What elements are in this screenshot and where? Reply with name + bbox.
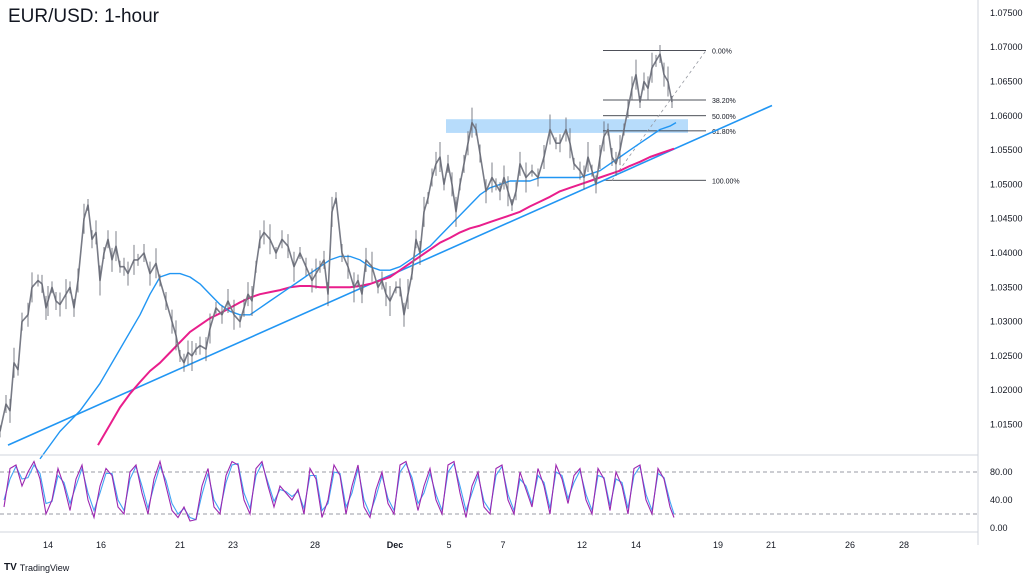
time-tick-label: 26 [845, 540, 855, 550]
oscillator-tick-label: 0.00 [990, 523, 1008, 533]
price-tick-label: 1.06500 [990, 76, 1023, 86]
fib-level-label: 100.00% [712, 178, 740, 185]
fast-moving-average-line [39, 121, 677, 460]
time-tick-label: 21 [175, 540, 185, 550]
price-tick-label: 1.01500 [990, 420, 1023, 430]
oscillator-tick-label: 40.00 [990, 495, 1013, 505]
time-tick-label: 21 [766, 540, 776, 550]
oscillator-d-line [3, 462, 675, 521]
time-tick-label: 28 [310, 540, 320, 550]
time-tick-label: 16 [96, 540, 106, 550]
fib-level-label: 50.00% [712, 114, 736, 121]
time-tick-label: 12 [577, 540, 587, 550]
fib-level-label: 0.00% [712, 49, 732, 56]
price-tick-label: 1.05000 [990, 179, 1023, 189]
price-tick-label: 1.02000 [990, 385, 1023, 395]
time-tick-label: 23 [228, 540, 238, 550]
indicator-lines-layer [7, 104, 773, 460]
resistance-zone-layer [446, 119, 688, 133]
tradingview-logo-icon: TV [4, 562, 17, 573]
trendline [7, 104, 773, 446]
price-tick-label: 1.03500 [990, 282, 1023, 292]
time-tick-label: 7 [500, 540, 505, 550]
tradingview-brand: TV TradingView [4, 562, 69, 573]
price-layer [0, 45, 673, 438]
price-tick-label: 1.05500 [990, 145, 1023, 155]
price-tick-label: 1.06000 [990, 111, 1023, 121]
price-tick-label: 1.04000 [990, 248, 1023, 258]
price-tick-label: 1.03000 [990, 317, 1023, 327]
resistance-zone [446, 119, 688, 133]
price-tick-label: 1.07500 [990, 8, 1023, 18]
time-tick-label: Dec [387, 540, 404, 550]
oscillator-layer: 80.00 40.00 0.00 [0, 459, 1013, 533]
fib-diagonal [611, 50, 707, 181]
time-tick-label: 28 [899, 540, 909, 550]
time-tick-label: 14 [43, 540, 53, 550]
price-line [0, 53, 673, 432]
time-tick-label: 14 [631, 540, 641, 550]
time-tick-label: 5 [446, 540, 451, 550]
tradingview-text: TradingView [19, 562, 70, 573]
fib-level-label: 61.80% [712, 129, 736, 136]
price-tick-label: 1.07000 [990, 42, 1023, 52]
fib-level-label: 38.20% [712, 98, 736, 105]
price-tick-label: 1.02500 [990, 351, 1023, 361]
oscillator-k-line [3, 459, 675, 522]
time-tick-label: 19 [713, 540, 723, 550]
axes-layer: 1.07500 1.07000 1.06500 1.06000 1.05500 1.050… [0, 0, 1023, 550]
slow-moving-average-line [97, 147, 675, 446]
price-tick-label: 1.04500 [990, 214, 1023, 224]
fibonacci-layer: 0.00% 38.20% 50.00% 61.80% 100.00% [603, 49, 740, 185]
oscillator-tick-label: 80.00 [990, 467, 1013, 477]
chart-title: EUR/USD: 1-hour [8, 6, 159, 27]
